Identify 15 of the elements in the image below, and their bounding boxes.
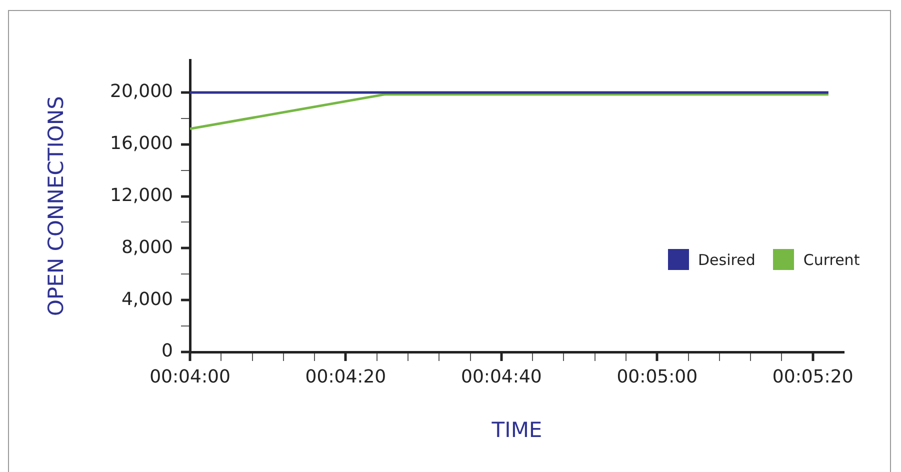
x-tick-label: 00:05:20 (772, 366, 854, 388)
y-tick-label: 16,000 (110, 133, 173, 154)
y-tick-label: 4,000 (121, 288, 173, 310)
x-tick-label: 00:05:00 (616, 366, 698, 388)
y-tick-label: 12,000 (110, 184, 173, 206)
y-tick-label: 20,000 (110, 81, 173, 102)
legend-label: Desired (698, 250, 756, 268)
x-tick-label: 00:04:00 (150, 366, 230, 388)
y-tick-label: 0 (162, 340, 173, 362)
x-tick-label: 00:04:40 (461, 366, 542, 388)
y-axis-title: OPEN CONNECTIONS (44, 96, 68, 316)
legend-label: Current (803, 250, 860, 268)
x-tick-label: 00:04:20 (305, 366, 386, 388)
y-tick-label: 8,000 (121, 236, 173, 258)
x-axis-title: TIME (490, 418, 542, 442)
